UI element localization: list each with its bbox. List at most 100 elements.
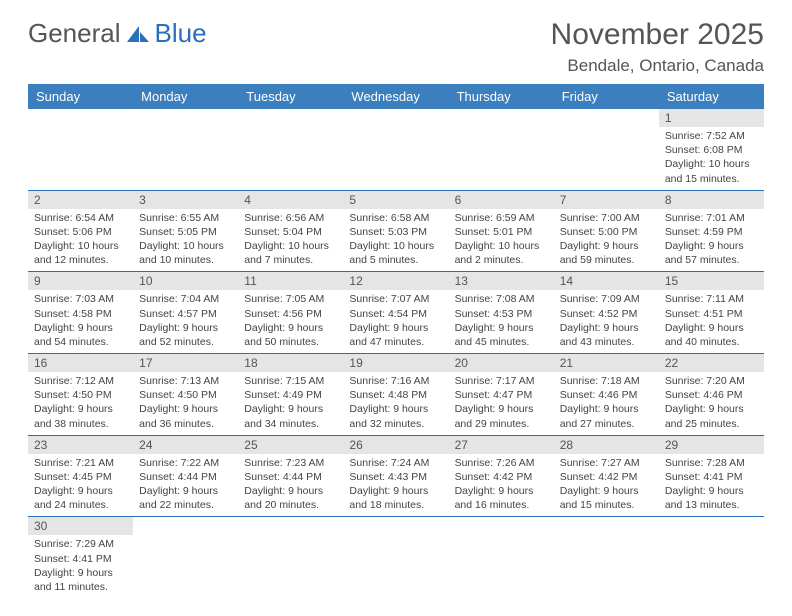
day-body: Sunrise: 7:16 AMSunset: 4:48 PMDaylight:… (343, 372, 448, 435)
sunset-line: Sunset: 4:45 PM (34, 470, 127, 484)
calendar-cell: 11Sunrise: 7:05 AMSunset: 4:56 PMDayligh… (238, 272, 343, 354)
sunset-value: 5:03 PM (388, 226, 427, 238)
calendar-cell: 26Sunrise: 7:24 AMSunset: 4:43 PMDayligh… (343, 435, 448, 517)
sunrise-value: 6:58 AM (391, 212, 430, 224)
header: General Blue November 2025 Bendale, Onta… (28, 18, 764, 76)
calendar-cell: 20Sunrise: 7:17 AMSunset: 4:47 PMDayligh… (449, 354, 554, 436)
day-number: 11 (238, 272, 343, 290)
daylight-line: Daylight: 9 hours and 20 minutes. (244, 484, 337, 512)
daylight-label: Daylight: (34, 322, 75, 334)
day-number: 24 (133, 436, 238, 454)
calendar-cell: 8Sunrise: 7:01 AMSunset: 4:59 PMDaylight… (659, 190, 764, 272)
sunrise-line: Sunrise: 6:55 AM (139, 211, 232, 225)
daylight-label: Daylight: (139, 403, 180, 415)
calendar-body: 1Sunrise: 7:52 AMSunset: 6:08 PMDaylight… (28, 109, 764, 598)
day-header: Sunday (28, 84, 133, 109)
sunset-label: Sunset: (244, 389, 280, 401)
daylight-label: Daylight: (34, 567, 75, 579)
sunset-value: 5:05 PM (178, 226, 217, 238)
calendar-cell: 13Sunrise: 7:08 AMSunset: 4:53 PMDayligh… (449, 272, 554, 354)
calendar-row: 1Sunrise: 7:52 AMSunset: 6:08 PMDaylight… (28, 109, 764, 190)
sunset-value: 4:43 PM (388, 471, 427, 483)
sunset-label: Sunset: (560, 226, 596, 238)
sunset-label: Sunset: (349, 226, 385, 238)
day-number: 1 (659, 109, 764, 127)
daylight-line: Daylight: 9 hours and 45 minutes. (455, 321, 548, 349)
calendar-cell (343, 517, 448, 598)
calendar-cell (343, 109, 448, 190)
calendar-cell: 5Sunrise: 6:58 AMSunset: 5:03 PMDaylight… (343, 190, 448, 272)
day-number: 15 (659, 272, 764, 290)
sunset-line: Sunset: 5:06 PM (34, 225, 127, 239)
sunrise-line: Sunrise: 6:59 AM (455, 211, 548, 225)
sunrise-line: Sunrise: 7:13 AM (139, 374, 232, 388)
calendar-cell (133, 517, 238, 598)
daylight-label: Daylight: (665, 158, 706, 170)
sunrise-line: Sunrise: 7:15 AM (244, 374, 337, 388)
calendar-cell: 9Sunrise: 7:03 AMSunset: 4:58 PMDaylight… (28, 272, 133, 354)
calendar-row: 2Sunrise: 6:54 AMSunset: 5:06 PMDaylight… (28, 190, 764, 272)
calendar-row: 23Sunrise: 7:21 AMSunset: 4:45 PMDayligh… (28, 435, 764, 517)
logo-text-1: General (28, 18, 121, 49)
day-body: Sunrise: 7:24 AMSunset: 4:43 PMDaylight:… (343, 454, 448, 517)
calendar-cell (133, 109, 238, 190)
calendar-cell (659, 517, 764, 598)
day-number: 26 (343, 436, 448, 454)
calendar-cell: 14Sunrise: 7:09 AMSunset: 4:52 PMDayligh… (554, 272, 659, 354)
day-number: 25 (238, 436, 343, 454)
day-body: Sunrise: 7:28 AMSunset: 4:41 PMDaylight:… (659, 454, 764, 517)
calendar-cell: 1Sunrise: 7:52 AMSunset: 6:08 PMDaylight… (659, 109, 764, 190)
sunset-label: Sunset: (34, 226, 70, 238)
sunrise-line: Sunrise: 7:04 AM (139, 292, 232, 306)
daylight-line: Daylight: 9 hours and 50 minutes. (244, 321, 337, 349)
day-body: Sunrise: 7:22 AMSunset: 4:44 PMDaylight:… (133, 454, 238, 517)
day-number: 6 (449, 191, 554, 209)
sunset-value: 4:49 PM (283, 389, 322, 401)
daylight-line: Daylight: 9 hours and 34 minutes. (244, 402, 337, 430)
sunset-value: 4:44 PM (283, 471, 322, 483)
day-header: Monday (133, 84, 238, 109)
daylight-line: Daylight: 9 hours and 16 minutes. (455, 484, 548, 512)
sunrise-label: Sunrise: (34, 293, 73, 305)
calendar-cell (238, 109, 343, 190)
sunset-line: Sunset: 4:53 PM (455, 307, 548, 321)
sunrise-label: Sunrise: (455, 212, 494, 224)
sunset-line: Sunset: 5:04 PM (244, 225, 337, 239)
daylight-line: Daylight: 9 hours and 36 minutes. (139, 402, 232, 430)
sunset-value: 4:41 PM (73, 553, 112, 565)
sunset-line: Sunset: 4:57 PM (139, 307, 232, 321)
day-number: 7 (554, 191, 659, 209)
sunset-value: 4:56 PM (283, 308, 322, 320)
daylight-label: Daylight: (34, 240, 75, 252)
calendar-cell: 21Sunrise: 7:18 AMSunset: 4:46 PMDayligh… (554, 354, 659, 436)
day-body: Sunrise: 6:56 AMSunset: 5:04 PMDaylight:… (238, 209, 343, 272)
sunrise-value: 6:56 AM (286, 212, 325, 224)
sunset-value: 4:46 PM (703, 389, 742, 401)
sunrise-value: 7:13 AM (181, 375, 220, 387)
daylight-label: Daylight: (560, 322, 601, 334)
sunset-value: 4:51 PM (703, 308, 742, 320)
sunrise-label: Sunrise: (455, 375, 494, 387)
daylight-label: Daylight: (139, 240, 180, 252)
calendar-cell (449, 109, 554, 190)
sunrise-label: Sunrise: (244, 457, 283, 469)
calendar-cell: 22Sunrise: 7:20 AMSunset: 4:46 PMDayligh… (659, 354, 764, 436)
daylight-label: Daylight: (455, 403, 496, 415)
day-number: 12 (343, 272, 448, 290)
sunrise-value: 7:09 AM (601, 293, 640, 305)
day-body: Sunrise: 6:54 AMSunset: 5:06 PMDaylight:… (28, 209, 133, 272)
sunrise-line: Sunrise: 7:23 AM (244, 456, 337, 470)
sunset-label: Sunset: (665, 471, 701, 483)
sunset-value: 4:50 PM (178, 389, 217, 401)
sunrise-label: Sunrise: (349, 212, 388, 224)
daylight-label: Daylight: (665, 322, 706, 334)
calendar-cell: 6Sunrise: 6:59 AMSunset: 5:01 PMDaylight… (449, 190, 554, 272)
sunrise-line: Sunrise: 7:03 AM (34, 292, 127, 306)
daylight-label: Daylight: (560, 485, 601, 497)
day-body: Sunrise: 7:08 AMSunset: 4:53 PMDaylight:… (449, 290, 554, 353)
day-header: Saturday (659, 84, 764, 109)
sunset-line: Sunset: 4:46 PM (560, 388, 653, 402)
sunset-line: Sunset: 4:42 PM (455, 470, 548, 484)
sunrise-label: Sunrise: (665, 293, 704, 305)
sunrise-value: 7:26 AM (496, 457, 535, 469)
